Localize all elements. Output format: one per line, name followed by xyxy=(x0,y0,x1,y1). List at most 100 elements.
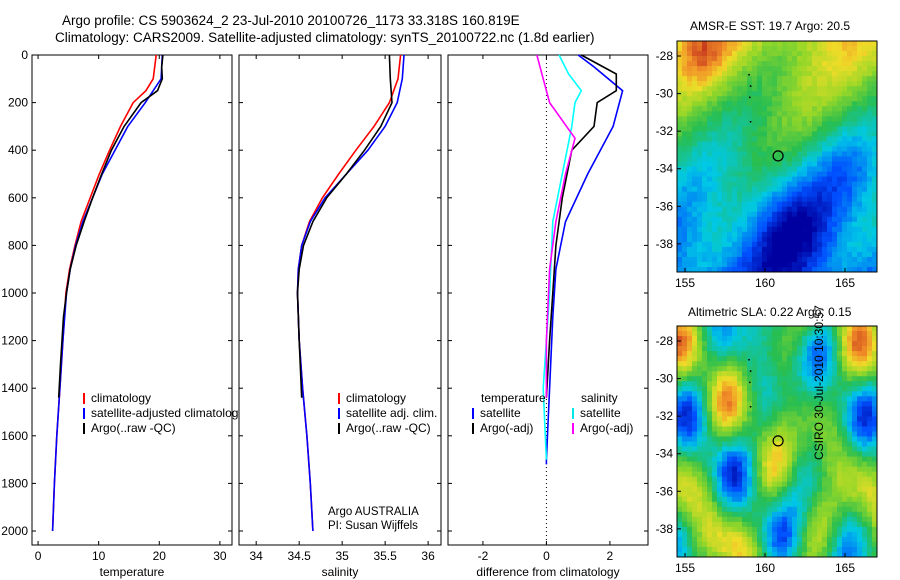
map-cell xyxy=(757,381,763,387)
map-cell xyxy=(862,421,868,427)
map-cell xyxy=(757,176,763,183)
map-cell xyxy=(727,191,733,198)
map-cell xyxy=(787,66,793,72)
map-cell xyxy=(797,181,803,188)
map-cell xyxy=(782,46,788,52)
map-cell xyxy=(707,51,713,57)
map-cell xyxy=(792,186,798,193)
map-cell xyxy=(692,381,698,387)
map-cell xyxy=(687,511,693,518)
map-cell xyxy=(852,86,858,92)
map-cell xyxy=(792,371,798,377)
map-cell xyxy=(822,91,828,97)
map-cell xyxy=(742,501,748,508)
map-cell xyxy=(867,206,873,213)
map-cell xyxy=(812,176,818,183)
sla-map-title: Altimetric SLA: 0.22 Argo: 0.15 xyxy=(688,305,852,319)
map-cell xyxy=(757,371,763,377)
map-cell xyxy=(792,226,798,233)
map-cell xyxy=(797,406,803,412)
map-cell xyxy=(697,141,703,147)
map-cell xyxy=(772,136,778,142)
map-cell xyxy=(752,71,758,77)
map-cell xyxy=(722,226,728,233)
map-cell xyxy=(842,456,848,462)
map-cell xyxy=(817,481,823,488)
map-cell xyxy=(812,416,818,422)
map-cell xyxy=(787,191,793,198)
map-cell xyxy=(767,426,773,432)
map-cell xyxy=(817,221,823,228)
map-cell xyxy=(792,126,798,132)
map-cell xyxy=(787,461,793,468)
map-cell xyxy=(752,181,758,188)
map-cell xyxy=(677,391,683,397)
map-cell xyxy=(862,446,868,452)
map-cell xyxy=(802,171,808,177)
map-cell xyxy=(707,246,713,253)
map-cell xyxy=(707,261,713,268)
map-cell xyxy=(862,51,868,57)
map-cell xyxy=(707,71,713,77)
map-cell xyxy=(717,201,723,208)
map-cell xyxy=(762,231,768,238)
map-cell xyxy=(752,511,758,518)
map-cell xyxy=(692,106,698,112)
map-cell xyxy=(772,86,778,92)
map-cell xyxy=(872,251,878,258)
map-cell xyxy=(792,546,798,553)
map-cell xyxy=(722,451,728,457)
map-cell xyxy=(717,341,723,347)
map-cell xyxy=(732,531,738,538)
map-cell xyxy=(747,551,753,558)
map-cell xyxy=(742,396,748,402)
map-cell xyxy=(692,361,698,367)
map-cell xyxy=(787,361,793,367)
map-cell xyxy=(687,336,693,342)
map-cell xyxy=(802,261,808,268)
map-cell xyxy=(767,546,773,553)
map-cell xyxy=(677,236,683,243)
plot-frame xyxy=(31,54,233,546)
map-cell xyxy=(787,141,793,147)
map-cell xyxy=(797,66,803,72)
map-cell xyxy=(802,546,808,553)
map-cell xyxy=(762,66,768,72)
map-cell xyxy=(857,136,863,142)
x-tick-label: 0 xyxy=(543,549,550,563)
map-cell xyxy=(732,346,738,352)
map-cell xyxy=(862,231,868,238)
map-cell xyxy=(757,126,763,132)
map-cell xyxy=(862,371,868,377)
map-cell xyxy=(797,341,803,347)
map-cell xyxy=(857,551,863,558)
map-cell xyxy=(872,546,878,553)
map-cell xyxy=(732,171,738,177)
map-cell xyxy=(722,341,728,347)
map-cell xyxy=(827,251,833,258)
map-cell xyxy=(787,441,793,447)
map-cell xyxy=(687,106,693,112)
map-cell xyxy=(722,366,728,372)
map-cell xyxy=(707,476,713,483)
map-cell xyxy=(697,151,703,157)
map-cell xyxy=(787,241,793,248)
map-cell xyxy=(747,421,753,427)
map-cell xyxy=(857,186,863,193)
map-cell xyxy=(817,106,823,112)
map-cell xyxy=(752,376,758,382)
map-cell xyxy=(722,56,728,62)
map-cell xyxy=(747,411,753,417)
map-cell xyxy=(772,401,778,407)
map-cell xyxy=(862,126,868,132)
map-cell xyxy=(787,326,793,332)
map-cell xyxy=(852,156,858,162)
map-cell xyxy=(797,426,803,432)
map-cell xyxy=(862,411,868,417)
map-cell xyxy=(797,51,803,57)
map-cell xyxy=(732,351,738,357)
map-cell xyxy=(822,331,828,337)
map-cell xyxy=(737,256,743,263)
map-cell xyxy=(682,141,688,147)
map-cell xyxy=(847,331,853,337)
